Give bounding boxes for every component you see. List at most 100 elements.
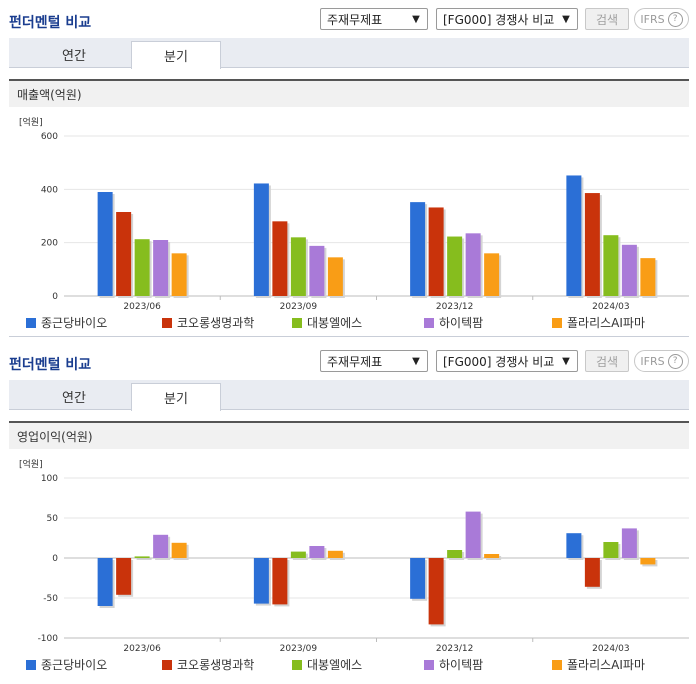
- y-tick-label: 50: [47, 514, 59, 524]
- chevron-down-icon: ▼: [412, 13, 420, 25]
- unit-label: [억원]: [19, 116, 43, 128]
- page-title: 펀더멘털 비교: [9, 15, 92, 31]
- bar: [134, 239, 150, 296]
- operating-profit-panel: 펀더멘털 비교 주재무제표 ▼ [FG000] 경쟁사 비교 ▼ 검색 IFRS…: [0, 342, 696, 684]
- page-title: 펀더멘털 비교: [9, 357, 92, 373]
- legend-label: 종근당바이오: [41, 316, 108, 330]
- bar-shadow: [136, 558, 152, 560]
- divider: [9, 336, 689, 337]
- bar: [566, 533, 582, 558]
- bar: [272, 221, 288, 296]
- bar: [97, 192, 113, 296]
- unit-label: [억원]: [19, 458, 43, 470]
- legend-label: 대봉엘에스: [307, 316, 363, 330]
- statement-select-value: 주재무제표: [327, 12, 383, 27]
- y-tick-label: 600: [41, 132, 58, 142]
- legend-item[interactable]: 종근당바이오: [26, 656, 107, 673]
- period-tabs: 연간 분기: [9, 38, 689, 69]
- ifrs-label: IFRS: [640, 354, 665, 368]
- chart-legend: 종근당바이오 코오롱생명과학 대봉엘에스 하이텍팜 폴라리스AI파마: [26, 314, 686, 330]
- bar: [584, 193, 600, 296]
- x-tick-label: 2024/03: [592, 302, 629, 310]
- bar: [171, 253, 187, 296]
- help-icon: ?: [667, 353, 683, 369]
- legend-item[interactable]: 하이텍팜: [424, 656, 483, 673]
- legend-label: 폴라리스AI파마: [567, 658, 645, 672]
- chart-legend: 종근당바이오 코오롱생명과학 대봉엘에스 하이텍팜 폴라리스AI파마: [26, 656, 686, 672]
- legend-item[interactable]: 대봉엘에스: [292, 656, 362, 673]
- statement-select[interactable]: 주재무제표 ▼: [320, 8, 428, 30]
- legend-label: 코오롱생명과학: [177, 316, 255, 330]
- legend-swatch: [26, 659, 36, 670]
- chevron-down-icon: ▼: [562, 355, 570, 367]
- bar: [447, 236, 463, 296]
- ifrs-button[interactable]: IFRS ?: [634, 350, 689, 372]
- chart-section-title: 매출액(억원): [9, 79, 689, 107]
- legend-item[interactable]: 하이텍팜: [424, 314, 483, 331]
- bar: [428, 207, 444, 296]
- legend-swatch: [162, 659, 172, 670]
- tab-quarterly[interactable]: 분기: [131, 383, 221, 411]
- legend-item[interactable]: 대봉엘에스: [292, 314, 362, 331]
- bar: [327, 550, 343, 558]
- legend-label: 대봉엘에스: [307, 658, 363, 672]
- legend-swatch: [552, 317, 562, 328]
- legend-item[interactable]: 종근당바이오: [26, 314, 107, 331]
- x-tick-label: 2023/12: [436, 644, 473, 652]
- bar: [309, 245, 325, 296]
- tab-quarterly[interactable]: 분기: [131, 41, 221, 69]
- bar: [153, 240, 169, 296]
- statement-select-value: 주재무제표: [327, 354, 383, 369]
- operating-profit-chart: [억원] -100 -50 0 50 100 2023/06 2023/09 2023/12 20…: [19, 458, 689, 652]
- bar: [290, 237, 306, 296]
- legend-swatch: [292, 659, 302, 670]
- legend-swatch: [26, 317, 36, 328]
- legend-label: 종근당바이오: [41, 658, 108, 672]
- tab-annual[interactable]: 연간: [62, 49, 86, 64]
- statement-select[interactable]: 주재무제표 ▼: [320, 350, 428, 372]
- peer-select[interactable]: [FG000] 경쟁사 비교 ▼: [436, 350, 578, 372]
- legend-item[interactable]: 코오롱생명과학: [162, 656, 254, 673]
- bar: [290, 551, 306, 558]
- bar: [484, 554, 500, 558]
- y-tick-label: 400: [41, 185, 58, 195]
- legend-item[interactable]: 폴라리스AI파마: [552, 656, 645, 673]
- legend-label: 폴라리스AI파마: [567, 316, 645, 330]
- x-tick-label: 2023/06: [123, 644, 161, 652]
- tab-annual[interactable]: 연간: [62, 391, 86, 406]
- bar: [253, 558, 269, 604]
- peer-select-value: [FG000] 경쟁사 비교: [443, 12, 555, 27]
- bar: [621, 244, 637, 296]
- ifrs-label: IFRS: [640, 12, 665, 26]
- chevron-down-icon: ▼: [562, 13, 570, 25]
- bar: [484, 253, 500, 296]
- bar: [134, 556, 150, 558]
- bar: [253, 183, 269, 296]
- legend-swatch: [552, 659, 562, 670]
- legend-swatch: [292, 317, 302, 328]
- bar: [171, 542, 187, 558]
- legend-item[interactable]: 폴라리스AI파마: [552, 314, 645, 331]
- search-button[interactable]: 검색: [585, 350, 629, 372]
- revenue-panel: 펀더멘털 비교 주재무제표 ▼ [FG000] 경쟁사 비교 ▼ 검색 IFRS…: [9, 8, 689, 337]
- ifrs-button[interactable]: IFRS ?: [634, 8, 689, 30]
- legend-swatch: [162, 317, 172, 328]
- y-tick-label: 0: [52, 292, 58, 302]
- bar: [465, 233, 481, 296]
- y-tick-label: 0: [52, 554, 58, 564]
- bar: [603, 542, 619, 558]
- peer-select[interactable]: [FG000] 경쟁사 비교 ▼: [436, 8, 578, 30]
- chart-section-title: 영업이익(억원): [9, 421, 689, 449]
- bar: [465, 511, 481, 558]
- peer-select-value: [FG000] 경쟁사 비교: [443, 354, 555, 369]
- legend-item[interactable]: 코오롱생명과학: [162, 314, 254, 331]
- bar: [97, 558, 113, 606]
- y-tick-label: -50: [43, 594, 58, 604]
- bar: [309, 546, 325, 558]
- y-tick-label: 200: [41, 239, 58, 249]
- search-button[interactable]: 검색: [585, 8, 629, 30]
- x-tick-label: 2023/09: [280, 302, 318, 310]
- x-tick-label: 2023/06: [123, 302, 161, 310]
- revenue-chart: [억원] 0 200 400 600 2023/06 2023/09 2023/12 2024/…: [19, 116, 689, 310]
- bar: [116, 558, 132, 595]
